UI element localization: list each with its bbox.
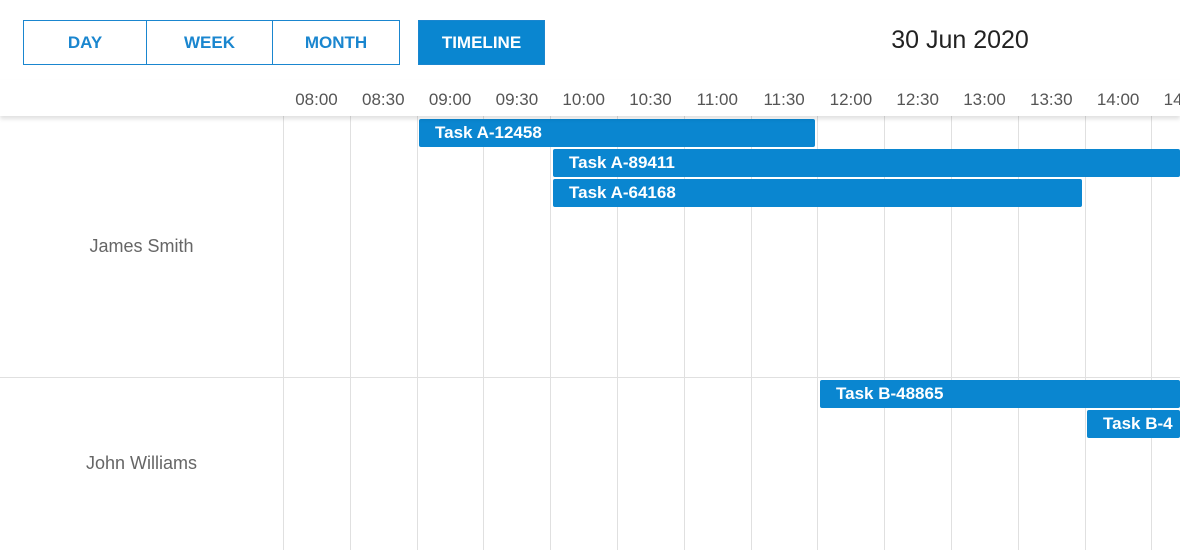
time-label: 08:30 [362, 90, 405, 109]
grid-line [283, 116, 284, 550]
grid-line [550, 116, 551, 550]
event-bar[interactable]: Task B-48865 [820, 380, 1180, 408]
time-label: 14:00 [1096, 90, 1140, 109]
time-label: 11:30 [763, 90, 805, 109]
resource-name: John Williams [85, 452, 198, 473]
event-bar[interactable]: Task A-64168 [553, 179, 1082, 207]
view-tab[interactable]: DAY [23, 20, 147, 65]
grid-line [684, 116, 685, 550]
grid-line [1018, 116, 1019, 550]
time-label: 14:30 [1163, 90, 1180, 109]
grid-line [951, 116, 952, 550]
time-label: 13:00 [963, 90, 1006, 109]
grid-line [417, 116, 418, 550]
current-date: 30 Jun 2020 [891, 26, 1029, 54]
time-label: 08:00 [295, 90, 338, 109]
time-label: 11:00 [696, 90, 738, 109]
event-bar[interactable]: Task A-89411 [553, 149, 1180, 177]
time-label: 13:30 [1030, 90, 1073, 109]
grid-line [617, 116, 618, 550]
grid-line [1151, 116, 1152, 550]
event-bar[interactable]: Task A-12458 [419, 119, 815, 147]
view-tab[interactable]: MONTH [273, 20, 400, 65]
grid-line [817, 116, 818, 550]
grid-line [483, 116, 484, 550]
time-label: 10:30 [629, 90, 672, 109]
time-label: 09:30 [495, 90, 539, 109]
time-label: 10:00 [562, 90, 605, 109]
grid-line [1085, 116, 1086, 550]
view-tab[interactable]: TIMELINE [418, 20, 545, 65]
resource-name: James Smith [89, 235, 194, 256]
time-label: 12:00 [829, 90, 873, 109]
time-label: 09:00 [428, 90, 472, 109]
grid-line [350, 116, 351, 550]
grid-line [751, 116, 752, 550]
view-tab[interactable]: WEEK [147, 20, 273, 65]
timeline-header [0, 80, 1180, 116]
event-bar[interactable]: Task B-4 [1087, 410, 1180, 438]
time-label: 12:30 [896, 90, 939, 109]
grid-line [884, 116, 885, 550]
row-divider [0, 377, 1180, 378]
